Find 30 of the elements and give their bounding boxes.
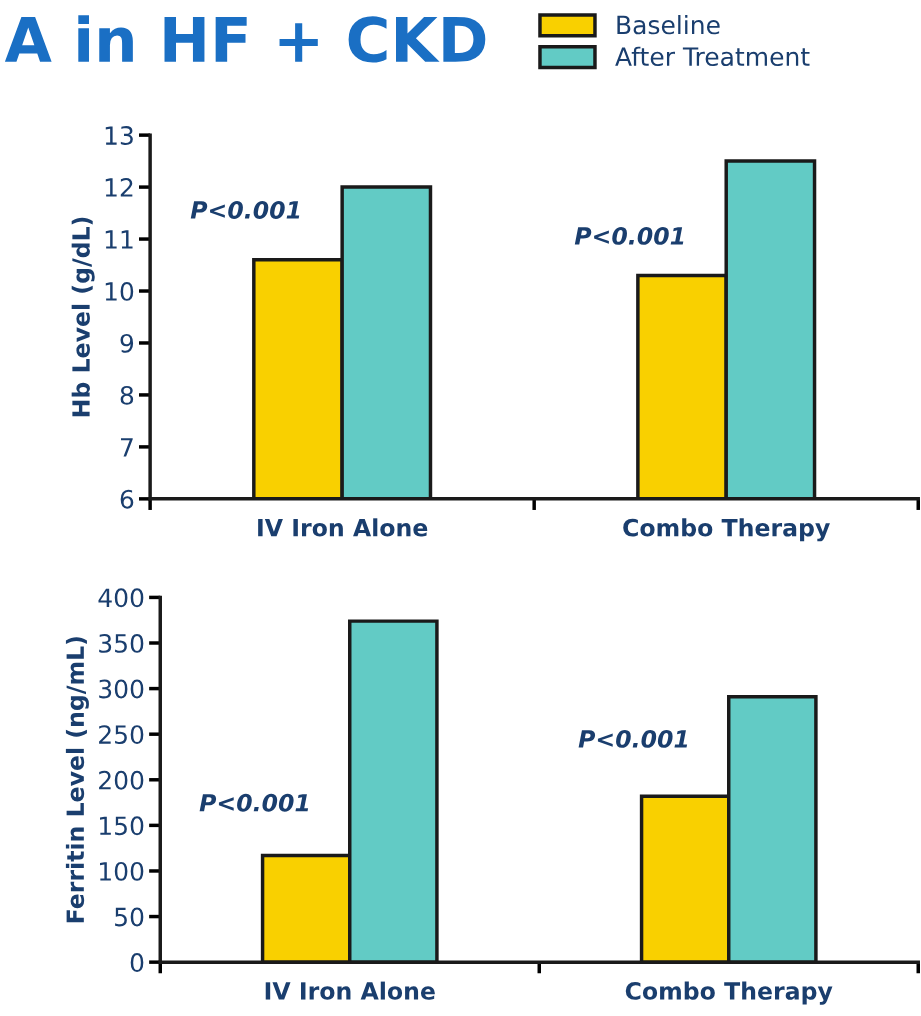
y-axis-title: Ferritin Level (ng/mL) <box>65 637 89 923</box>
x-tick-label: Combo Therapy <box>625 981 833 1005</box>
y-tick-label: 7 <box>120 438 133 457</box>
y-tick-label: 13 <box>105 126 133 145</box>
chart-title: A in HF + CKD <box>4 15 486 63</box>
y-tick-label: 250 <box>99 725 144 745</box>
annotation: P<0.001 <box>578 729 688 748</box>
y-tick-label: 300 <box>99 679 144 699</box>
legend-label: After Treatment <box>615 46 810 67</box>
legend-label: Baseline <box>617 15 720 35</box>
annotation: P<0.001 <box>190 201 300 219</box>
y-tick-label: 8 <box>120 385 134 405</box>
annotation: P<0.001 <box>574 227 684 245</box>
y-tick-label: 100 <box>100 861 144 881</box>
y-tick-label: 200 <box>99 770 144 790</box>
y-tick-label: 400 <box>98 588 144 608</box>
y-tick-label: 11 <box>105 230 133 249</box>
y-tick-label: 50 <box>115 907 144 927</box>
y-axis-title: Hb Level (g/dL) <box>71 217 95 417</box>
x-tick-label: IV Iron Alone <box>265 981 435 1000</box>
y-tick-label: 12 <box>105 178 133 197</box>
x-tick-label: Combo Therapy <box>623 518 830 542</box>
annotation: P<0.001 <box>199 793 309 812</box>
y-tick-label: 9 <box>120 333 134 353</box>
y-tick-label: 150 <box>100 816 144 836</box>
y-tick-label: 10 <box>105 281 134 301</box>
x-tick-label: IV Iron Alone <box>258 518 428 537</box>
y-tick-label: 0 <box>130 953 144 973</box>
y-tick-label: 350 <box>99 633 144 653</box>
y-tick-label: 6 <box>120 489 134 509</box>
